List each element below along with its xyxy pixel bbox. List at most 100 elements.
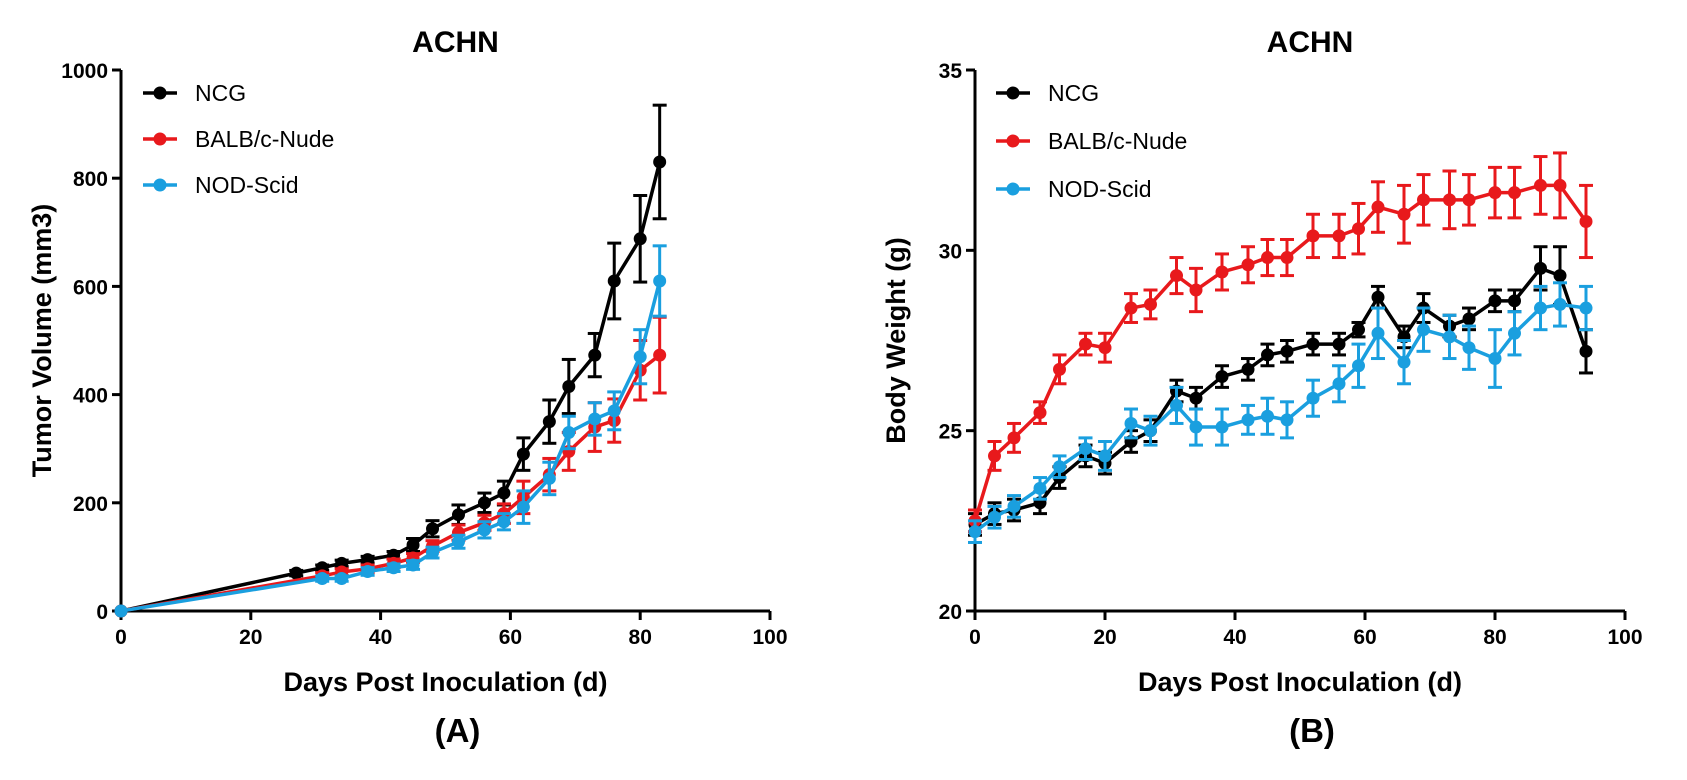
data-point: [633, 350, 647, 364]
data-point: [1098, 449, 1112, 463]
data-point: [1306, 337, 1320, 351]
x-tick-label: 0: [115, 626, 127, 649]
data-point: [1371, 290, 1385, 304]
legend-swatch-marker: [1006, 134, 1020, 148]
data-point: [1241, 258, 1255, 272]
data-point: [1534, 178, 1547, 192]
data-point: [1079, 337, 1092, 351]
legend-label: BALB/c-Nude: [195, 126, 334, 152]
data-point: [516, 500, 530, 514]
data-point: [1534, 301, 1547, 315]
data-point: [1306, 229, 1320, 243]
data-point: [653, 274, 667, 288]
y-tick-label: 400: [73, 385, 108, 408]
data-point: [988, 449, 1001, 463]
x-tick-label: 60: [1353, 626, 1376, 649]
data-point: [1371, 200, 1385, 214]
y-tick-label: 800: [73, 168, 108, 191]
chart-panel-b: ACHN 0 20 40 60 80 100 20 25 30 35 Days Post Inocul…: [881, 26, 1643, 749]
x-tick-label: 0: [969, 626, 981, 649]
y-tick-label: 30: [939, 240, 962, 263]
data-point: [1280, 413, 1294, 427]
x-tick-label: 80: [1483, 626, 1506, 649]
series-balb-c-nude: [968, 151, 1593, 534]
data-point: [1098, 341, 1112, 355]
data-point: [1553, 269, 1567, 283]
data-point: [607, 274, 621, 288]
data-point: [562, 425, 576, 439]
data-point: [1306, 391, 1320, 405]
chart-title: ACHN: [412, 26, 499, 59]
chart-title: ACHN: [1267, 26, 1354, 59]
data-point: [1508, 326, 1521, 340]
x-axis-label: Days Post Inoculation (d): [1138, 667, 1462, 697]
y-axis-label: Body Weight (g): [881, 237, 911, 443]
data-point: [335, 572, 349, 586]
data-point: [477, 496, 491, 510]
data-point: [1079, 442, 1092, 456]
x-tick-label: 20: [239, 626, 262, 649]
legend-item-ncg: NCG: [996, 80, 1099, 106]
y-tick-label: 600: [73, 276, 108, 299]
series-nod-scid: [968, 281, 1593, 544]
data-point: [653, 155, 667, 169]
data-point: [988, 510, 1001, 524]
data-point: [1352, 323, 1365, 337]
legend-label: NCG: [195, 80, 246, 106]
data-point: [1144, 297, 1157, 311]
data-point: [1462, 341, 1476, 355]
data-point: [426, 522, 440, 536]
data-point: [289, 566, 303, 580]
data-point: [1280, 251, 1294, 265]
data-point: [1417, 193, 1430, 207]
series-ncg: [114, 103, 667, 618]
series-line: [974, 266, 1588, 526]
data-point: [1280, 344, 1294, 358]
data-point: [406, 538, 420, 552]
legend-item-balb-c-nude: BALB/c-Nude: [143, 126, 334, 152]
data-point: [1352, 222, 1365, 236]
data-point: [1553, 178, 1567, 192]
x-tick-label: 100: [1607, 626, 1642, 649]
data-point: [1053, 460, 1066, 474]
data-point: [1033, 481, 1047, 495]
data-point: [1443, 330, 1456, 344]
y-tick-label: 1000: [61, 60, 108, 83]
data-point: [1332, 229, 1346, 243]
data-point: [1352, 359, 1365, 373]
x-tick-label: 80: [629, 626, 652, 649]
y-tick-label: 200: [73, 493, 108, 516]
data-point: [1007, 499, 1021, 513]
data-point: [477, 523, 491, 537]
x-tick-label: 60: [499, 626, 522, 649]
data-point: [588, 348, 602, 362]
data-point: [1170, 398, 1183, 412]
data-point: [607, 404, 621, 418]
panel-label: (B): [1289, 712, 1335, 749]
data-point: [1261, 348, 1274, 362]
series-line: [973, 183, 1588, 522]
data-point: [633, 232, 647, 246]
x-tick-label: 100: [752, 626, 787, 649]
data-point: [1189, 391, 1203, 405]
data-point: [516, 447, 530, 461]
y-tick-label: 20: [939, 601, 962, 624]
data-point: [1215, 265, 1229, 279]
y-tick-label: 0: [96, 601, 108, 624]
legend-label: BALB/c-Nude: [1048, 128, 1187, 154]
data-point: [1189, 420, 1203, 434]
data-point: [542, 471, 556, 485]
data-point: [1332, 337, 1346, 351]
y-tick-label: 25: [939, 421, 963, 444]
legend-item-ncg: NCG: [143, 80, 246, 106]
series-line: [120, 161, 662, 613]
data-point: [1371, 326, 1385, 340]
legend-item-nod-scid: NOD-Scid: [143, 172, 299, 198]
data-point: [361, 565, 375, 579]
data-point: [1241, 413, 1255, 427]
panel-label: (A): [435, 712, 481, 749]
data-point: [653, 348, 667, 362]
